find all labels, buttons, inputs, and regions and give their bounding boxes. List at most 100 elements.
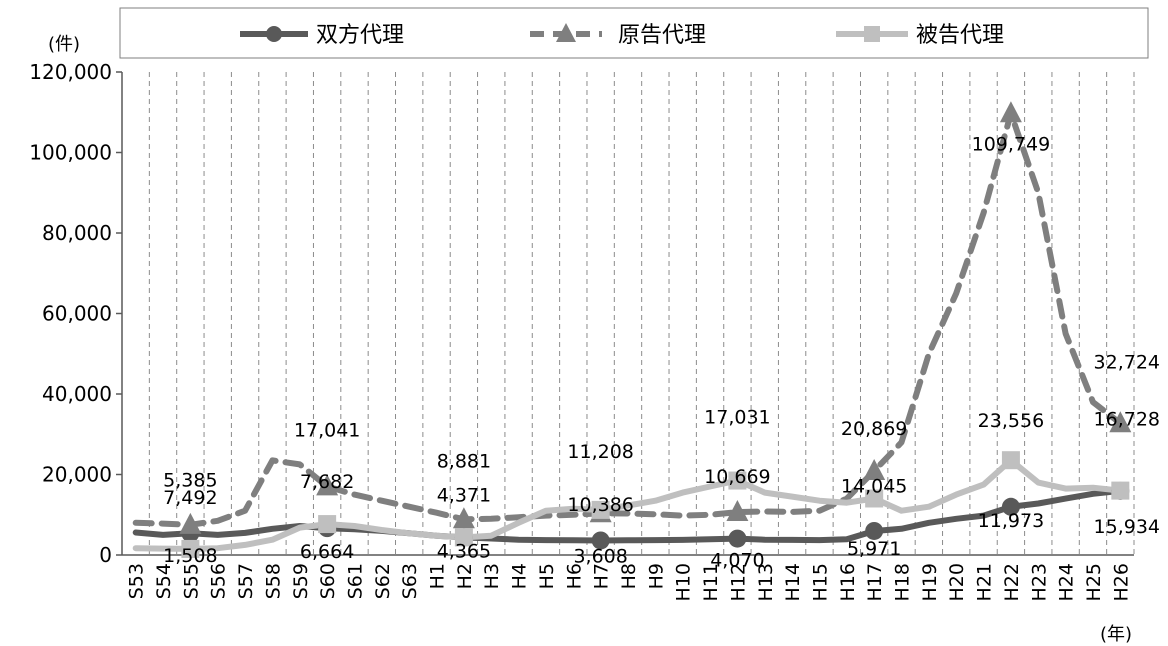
x-tick-label-S56: S56 (208, 563, 230, 599)
legend-marker-series-2 (864, 26, 880, 42)
x-tick-label-H7: H7 (591, 563, 613, 589)
series-markers (179, 101, 1132, 558)
data-label-13: 10,669 (704, 466, 770, 488)
y-tick-label-0: 0 (99, 543, 112, 567)
x-unit-label: (年) (1100, 624, 1132, 645)
legend-item-series-1: 原告代理 (530, 23, 706, 48)
x-tick-label-H10: H10 (673, 563, 695, 601)
marker-series-2-S55 (181, 539, 200, 558)
x-tick-label-S63: S63 (399, 563, 421, 599)
marker-series-2-H17 (865, 489, 884, 508)
x-tick-label-H3: H3 (481, 563, 503, 589)
data-label-5: 6,664 (300, 541, 354, 563)
x-tick-label-H18: H18 (892, 563, 914, 601)
x-tick-label-H26: H26 (1110, 563, 1132, 601)
x-tick-label-H4: H4 (509, 563, 531, 589)
x-tick-label-H1: H1 (427, 563, 449, 589)
y-tick-label-4: 80,000 (42, 221, 112, 245)
x-tick-label-S57: S57 (235, 563, 257, 599)
x-tick-label-H24: H24 (1056, 563, 1078, 601)
marker-series-1-H2 (452, 507, 475, 529)
y-tick-label-6: 120,000 (29, 60, 112, 84)
marker-series-1-H12 (726, 500, 749, 522)
data-label-7: 4,371 (437, 484, 491, 506)
legend-label-series-2: 被告代理 (916, 23, 1004, 48)
x-tick-label-H12: H12 (727, 563, 749, 601)
x-tick-label-H6: H6 (563, 563, 585, 589)
marker-series-1-H26 (1109, 411, 1132, 433)
marker-series-0-H17 (865, 521, 884, 540)
data-label-2: 1,508 (163, 545, 217, 567)
data-label-15: 20,869 (841, 418, 907, 440)
x-tick-label-S58: S58 (262, 563, 284, 599)
marker-series-1-S60 (316, 474, 339, 496)
x-tick-label-H22: H22 (1001, 563, 1023, 601)
marker-series-0-H12 (728, 529, 747, 548)
x-tick-label-S55: S55 (180, 563, 202, 599)
x-tick-label-H15: H15 (809, 563, 831, 601)
legend-item-series-2: 被告代理 (836, 23, 1004, 48)
x-tick-label-H16: H16 (837, 563, 859, 601)
legend-marker-series-1 (556, 23, 576, 42)
x-tick-label-H2: H2 (454, 563, 476, 589)
legend-marker-series-0 (266, 26, 282, 42)
x-tick-label-S60: S60 (317, 563, 339, 599)
marker-series-0-H7 (591, 531, 610, 550)
legend-item-series-0: 双方代理 (240, 23, 404, 48)
series-line-1 (132, 110, 1124, 528)
marker-series-2-H26 (1111, 481, 1130, 500)
y-tick-label-1: 20,000 (42, 463, 112, 487)
data-label-19: 23,556 (978, 410, 1044, 432)
data-label-6: 8,881 (437, 450, 491, 472)
x-tick-label-H14: H14 (782, 563, 804, 601)
data-label-9: 11,208 (567, 441, 633, 463)
x-tick-label-H19: H19 (919, 563, 941, 601)
x-tick-labels: S53 S54 S55 S56 S57 S58 S59 S60 S61 S62 S63 H1 H2 H3 H… (126, 563, 1133, 601)
marker-series-1-S55 (179, 512, 202, 534)
data-label-12: 17,031 (704, 407, 770, 429)
series-lines (132, 110, 1124, 552)
data-label-23: 15,934 (1094, 516, 1160, 538)
legend: 双方代理 原告代理 被告代理 (119, 7, 1149, 59)
marker-series-1-H22 (999, 101, 1022, 123)
marker-series-2-S60 (318, 515, 337, 534)
y-tick-label-3: 60,000 (42, 302, 112, 326)
x-tick-label-S53: S53 (126, 563, 148, 599)
x-tick-label-H25: H25 (1083, 563, 1105, 601)
legend-label-series-1: 原告代理 (618, 23, 706, 48)
data-label-8: 4,365 (437, 540, 491, 562)
y-unit-label: (件) (48, 34, 80, 55)
marker-series-1-H17 (863, 459, 886, 481)
x-tick-label-H5: H5 (536, 563, 558, 589)
data-label-11: 3,608 (573, 545, 627, 567)
y-tick-label-5: 100,000 (29, 141, 112, 165)
x-tick-label-S62: S62 (372, 563, 394, 599)
x-tick-label-H11: H11 (700, 563, 722, 601)
x-tick-label-S61: S61 (344, 563, 366, 599)
data-label-14: 4,070 (710, 550, 764, 572)
x-tick-label-S59: S59 (290, 563, 312, 599)
x-tick-label-H20: H20 (946, 563, 968, 601)
x-tick-label-H23: H23 (1028, 563, 1050, 601)
data-label-17: 5,971 (847, 538, 901, 560)
y-tick-labels: 0 20,000 40,000 60,000 80,000 100,000 120,000 (29, 60, 112, 567)
x-tick-label-H13: H13 (755, 563, 777, 601)
x-tick-label-H21: H21 (974, 563, 996, 601)
data-label-21: 32,724 (1094, 351, 1160, 373)
marker-series-2-H2 (454, 528, 473, 547)
data-label-16: 14,045 (841, 475, 907, 497)
x-tick-label-H17: H17 (864, 563, 886, 601)
marker-series-2-H7 (591, 500, 610, 519)
x-tick-label-H9: H9 (645, 563, 667, 589)
x-tick-label-H8: H8 (618, 563, 640, 589)
x-tick-label-S54: S54 (153, 563, 175, 599)
series-line-2 (132, 457, 1124, 552)
marker-series-2-H12 (728, 471, 747, 490)
data-label-1: 5,385 (163, 469, 217, 491)
data-label-0: 7,492 (163, 487, 217, 509)
marker-series-2-H22 (1001, 451, 1020, 470)
legend-label-series-0: 双方代理 (316, 23, 404, 48)
y-tick-label-2: 40,000 (42, 382, 112, 406)
